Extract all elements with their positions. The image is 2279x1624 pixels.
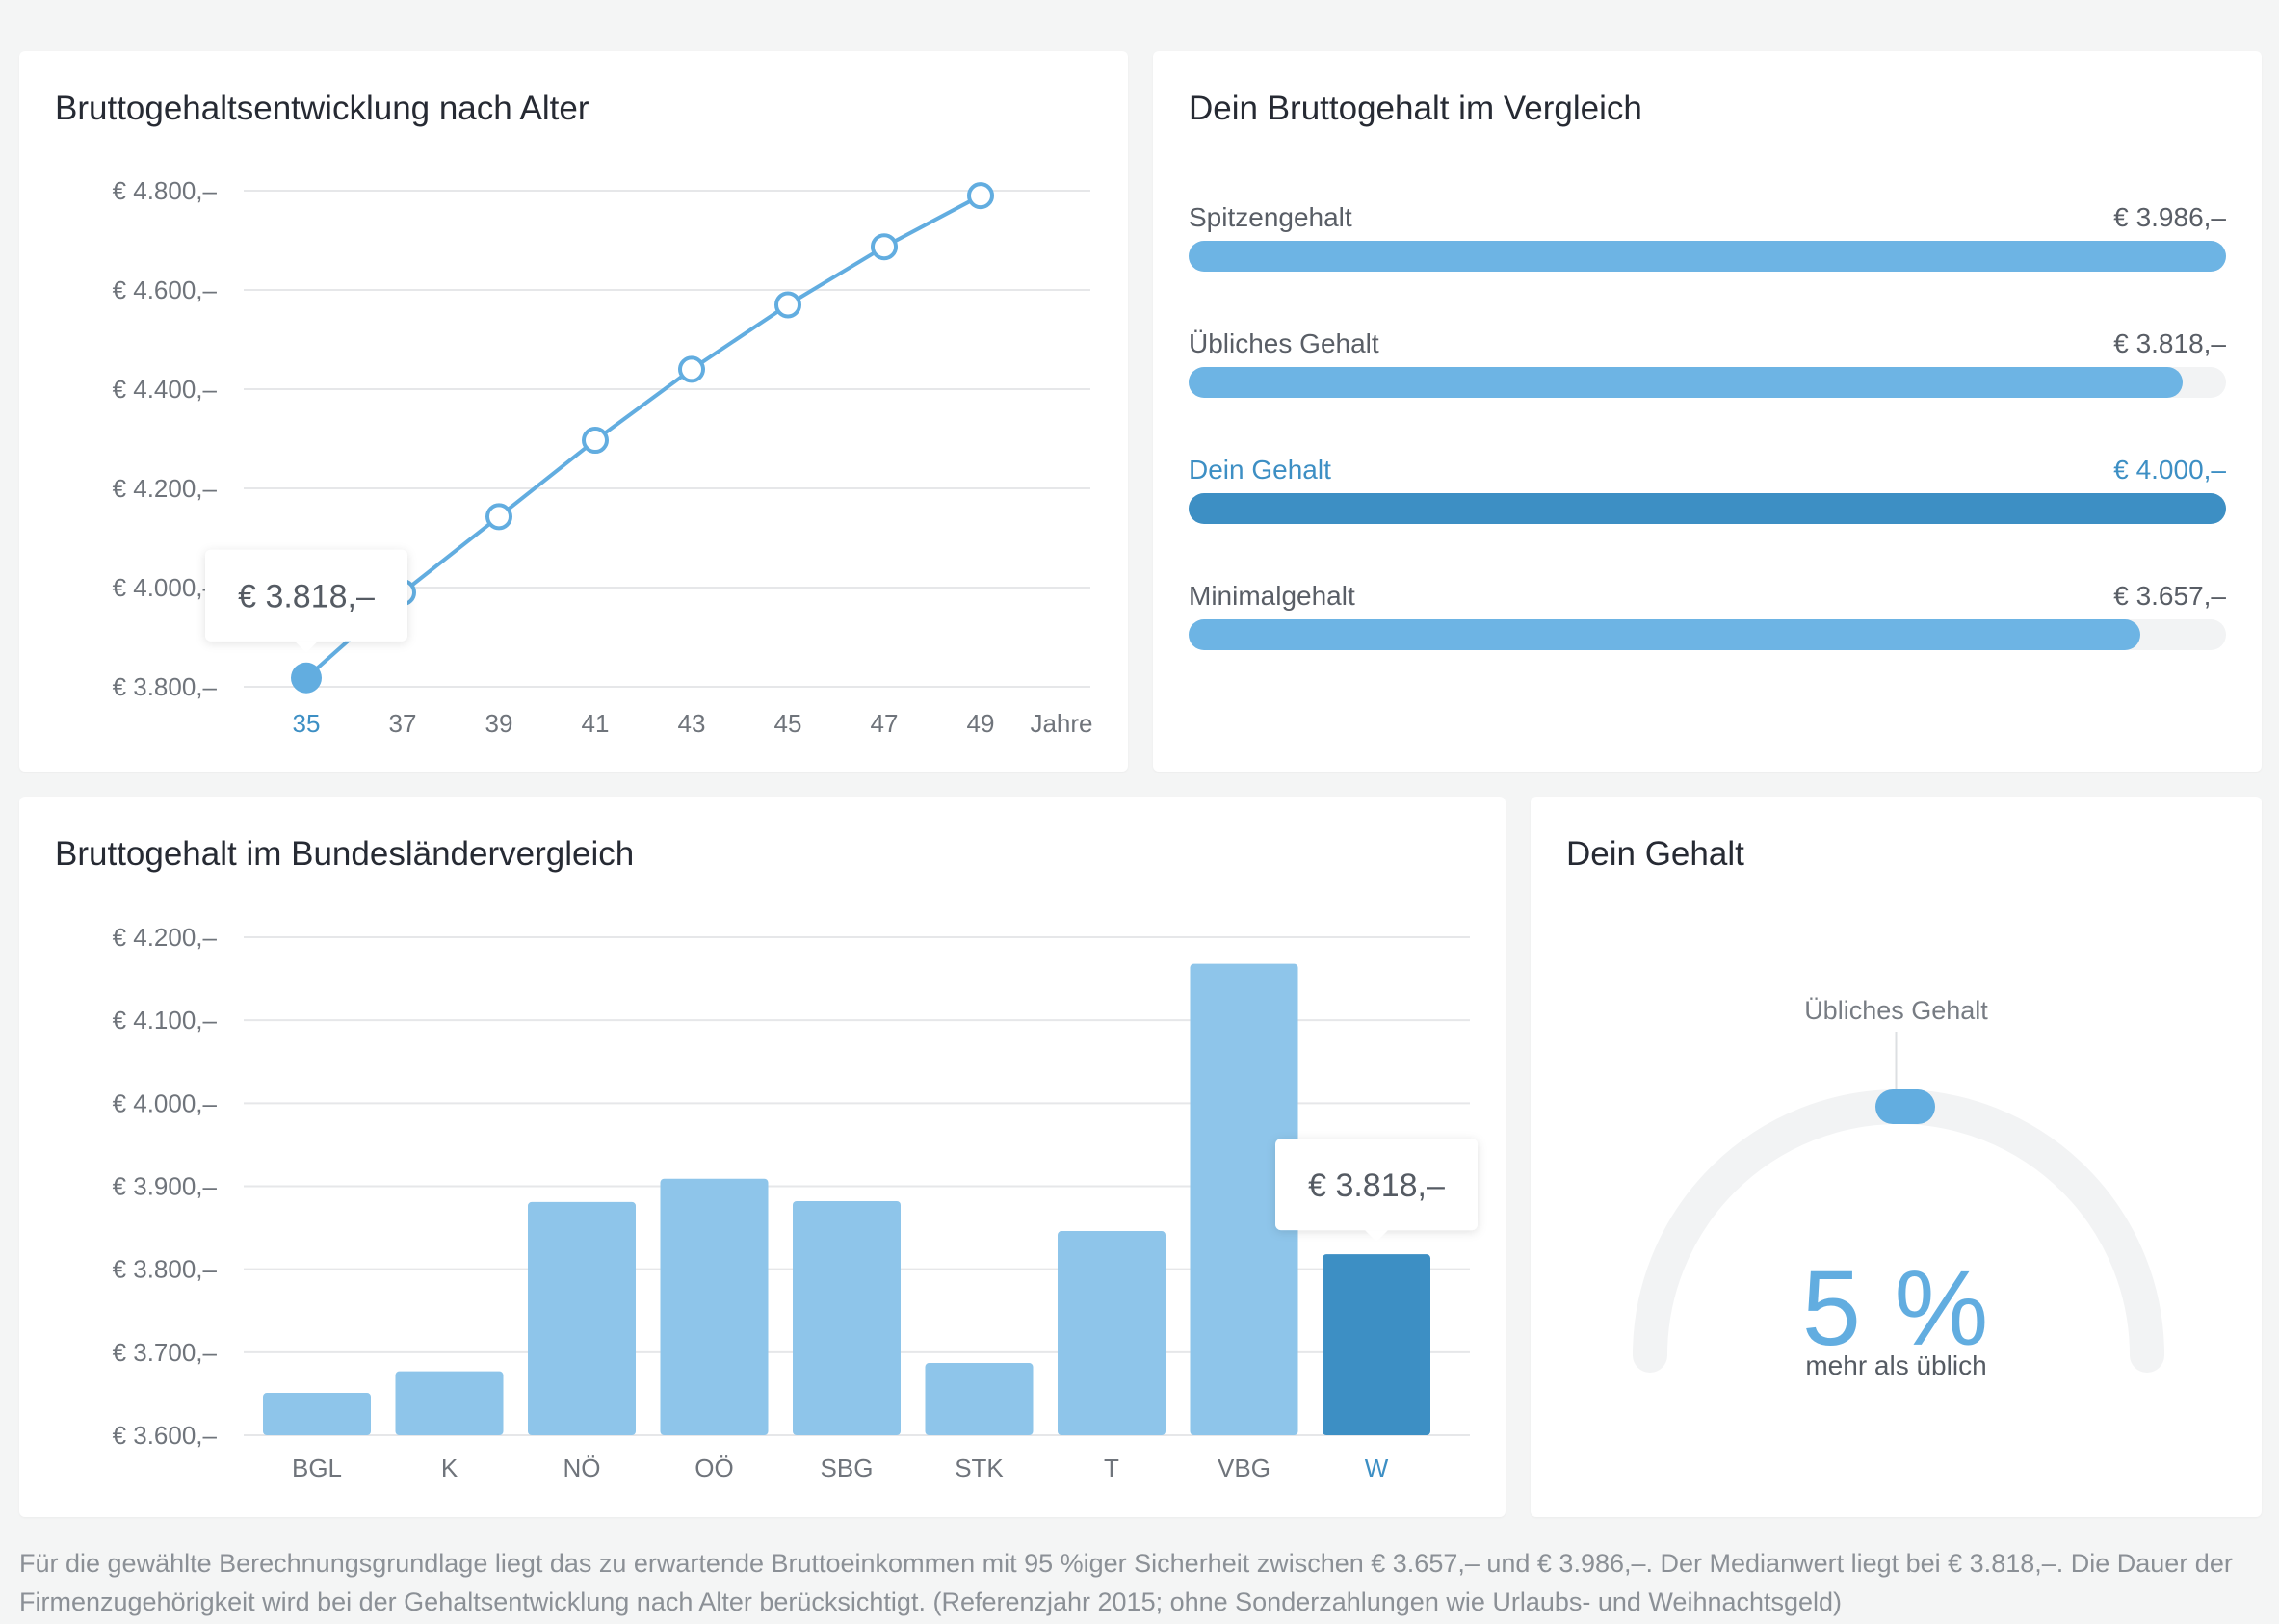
x-tick-label: 43 (678, 709, 706, 738)
data-point (582, 427, 609, 455)
data-point (678, 355, 705, 383)
series-line (304, 194, 982, 680)
data-point-highlight (291, 662, 322, 694)
y-tick-label: € 4.200,– (113, 474, 218, 503)
x-unit-label: Jahre (1030, 709, 1092, 738)
compare-row-track (1189, 367, 2226, 398)
tooltip-box (205, 549, 407, 642)
x-tick-label: STK (955, 1454, 1004, 1482)
compare-row: Übliches Gehalt € 3.818,– (1189, 328, 2226, 398)
bar (660, 1178, 769, 1435)
age-line-chart: € 3.800,– € 4.000,– € 4.200,– € 4.400,– € 4.… (113, 176, 1093, 738)
y-tick-label: € 4.400,– (113, 375, 218, 404)
gauge-title: Dein Gehalt (1566, 835, 1744, 873)
bar (793, 1201, 901, 1435)
tooltip-pointer (295, 641, 318, 653)
compare-row-track (1189, 493, 2226, 524)
compare-row-value: € 4.000,– (2113, 455, 2226, 485)
compare-row: Minimalgehalt € 3.657,– (1189, 581, 2226, 650)
x-tick-label: SBG (821, 1454, 874, 1482)
tooltip: € 3.818,– (1275, 1139, 1478, 1243)
gauge-card: Dein Gehalt Übliches Gehalt 5 % mehr als… (1531, 797, 2262, 1517)
age-chart-title: Bruttogehaltsentwicklung nach Alter (55, 90, 589, 127)
compare-row-fill (1189, 619, 2140, 650)
y-tick-label: € 4.100,– (113, 1006, 218, 1035)
gauge-marker (1875, 1089, 1935, 1124)
bar (925, 1363, 1034, 1435)
bar (395, 1371, 504, 1435)
y-tick-label: € 4.800,– (113, 176, 218, 205)
x-tick-label: 41 (582, 709, 610, 738)
compare-row-fill (1189, 367, 2183, 398)
y-tick-label: € 3.800,– (113, 1255, 218, 1284)
x-tick-label: VBG (1218, 1454, 1270, 1482)
x-tick-label: OÖ (694, 1454, 733, 1482)
gauge-marker-label: Übliches Gehalt (1804, 996, 1988, 1025)
y-tick-label: € 4.200,– (113, 923, 218, 952)
state-bar-chart: € 3.600,– € 3.700,– € 3.800,– € 3.900,– € 4.… (113, 923, 1478, 1482)
compare-row-label: Minimalgehalt (1189, 581, 1355, 611)
tooltip-value: € 3.818,– (1308, 1167, 1445, 1204)
state-chart-card: Bruttogehalt im Bundesländervergleich € … (19, 797, 1506, 1517)
y-tick-label: € 3.700,– (113, 1338, 218, 1367)
data-point (871, 233, 898, 261)
x-tick-label: T (1104, 1454, 1119, 1482)
tooltip-value: € 3.818,– (238, 579, 375, 616)
compare-row-value: € 3.986,– (2113, 202, 2226, 232)
compare-card: Dein Bruttogehalt im Vergleich Spitzenge… (1153, 51, 2262, 772)
bar (528, 1201, 636, 1435)
x-tick-label: 49 (967, 709, 995, 738)
compare-row: Spitzengehalt € 3.986,– (1189, 202, 2226, 272)
tooltip: € 3.818,– (205, 549, 407, 653)
compare-row-label: Übliches Gehalt (1189, 328, 1379, 358)
state-chart-title: Bruttogehalt im Bundesländervergleich (55, 835, 635, 873)
x-tick-label: W (1365, 1454, 1389, 1482)
x-tick-label: NÖ (563, 1454, 601, 1482)
bar (1058, 1231, 1166, 1435)
footnote: Für die gewählte Berechnungsgrundlage li… (19, 1549, 2233, 1616)
compare-row: Dein Gehalt € 4.000,– (1189, 455, 2226, 524)
y-tick-label: € 4.000,– (113, 573, 218, 602)
tooltip-pointer (1365, 1230, 1388, 1243)
bar (263, 1393, 371, 1435)
y-tick-label: € 3.900,– (113, 1172, 218, 1201)
y-tick-label: € 4.600,– (113, 275, 218, 304)
compare-row-value: € 3.818,– (2113, 328, 2226, 358)
gauge-arc (1633, 1032, 2164, 1373)
bar (1190, 963, 1298, 1435)
x-tick-label: BGL (292, 1454, 342, 1482)
compare-row-fill (1189, 241, 2226, 272)
compare-row-value: € 3.657,– (2113, 581, 2226, 611)
age-chart-card: Bruttogehaltsentwicklung nach Alter € 3.… (19, 51, 1128, 772)
x-tick-label: 35 (293, 709, 321, 738)
compare-row-track (1189, 241, 2226, 272)
x-tick-label: 37 (389, 709, 417, 738)
compare-row-label: Dein Gehalt (1189, 455, 1331, 485)
x-tick-label: 39 (485, 709, 513, 738)
x-tick-label: 45 (774, 709, 802, 738)
data-point (774, 291, 801, 319)
compare-row-fill (1189, 493, 2226, 524)
gauge-subtitle: mehr als üblich (1805, 1350, 1987, 1380)
compare-row-track (1189, 619, 2226, 650)
data-point (485, 503, 512, 531)
x-tick-label: 47 (871, 709, 899, 738)
y-tick-label: € 3.800,– (113, 672, 218, 701)
y-tick-label: € 3.600,– (113, 1421, 218, 1450)
x-tick-label: K (441, 1454, 458, 1482)
tooltip-box (1275, 1139, 1478, 1231)
gauge-percent: 5 % (1801, 1249, 1991, 1368)
compare-title: Dein Bruttogehalt im Vergleich (1189, 90, 1642, 127)
data-point (967, 182, 994, 210)
y-tick-label: € 4.000,– (113, 1088, 218, 1117)
bar-highlight (1323, 1254, 1430, 1435)
compare-row-label: Spitzengehalt (1189, 202, 1352, 232)
